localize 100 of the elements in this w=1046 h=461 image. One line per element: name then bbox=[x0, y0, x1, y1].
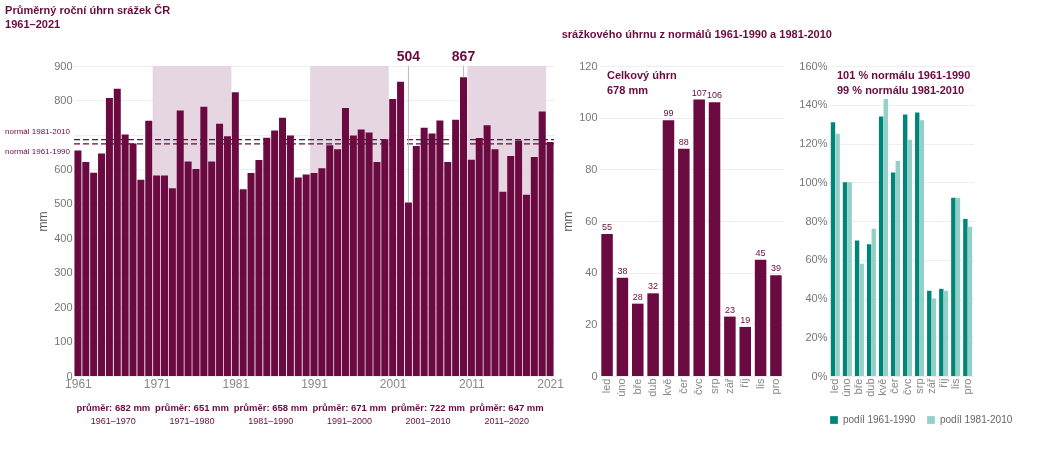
legend-label: podíl 1961-1990 bbox=[843, 414, 916, 425]
data-label: 19 bbox=[740, 314, 751, 325]
x-tick-label: říj bbox=[936, 378, 949, 388]
bar bbox=[907, 139, 913, 376]
data-label: 88 bbox=[678, 136, 689, 147]
x-tick-label: čvc bbox=[692, 378, 705, 395]
x-tick-label: 1991 bbox=[301, 376, 329, 391]
y-axis-title: mm bbox=[561, 211, 576, 232]
data-label: 28 bbox=[632, 291, 643, 302]
y-tick-label: 60 bbox=[585, 214, 598, 227]
annotation: 101 % normálu 1961-1990 bbox=[837, 69, 971, 81]
bar bbox=[871, 228, 876, 376]
x-tick-label: zář bbox=[924, 378, 937, 394]
ref-line-label: normál 1961-1990 bbox=[5, 146, 71, 156]
x-tick-label: 1971 bbox=[143, 376, 171, 391]
x-tick-label: dub bbox=[646, 378, 659, 397]
bar bbox=[854, 240, 860, 376]
bar bbox=[903, 114, 908, 376]
x-tick-label: říj bbox=[738, 378, 751, 388]
text: průměr: 671 mm bbox=[312, 402, 387, 413]
bar bbox=[895, 160, 900, 376]
y-tick-label: 80% bbox=[805, 214, 828, 227]
chart-subtitle: 1961–2021 bbox=[5, 18, 61, 30]
data-label: 55 bbox=[602, 221, 613, 232]
x-tick-label: srp bbox=[707, 378, 720, 394]
bar bbox=[927, 290, 932, 376]
y-axis-title: mm bbox=[36, 211, 51, 232]
y-tick-label: 400 bbox=[54, 231, 73, 244]
text: 1971–1980 bbox=[169, 416, 215, 426]
x-tick-label: srp bbox=[912, 378, 925, 394]
bar bbox=[754, 259, 767, 376]
text: 2011–2020 bbox=[484, 416, 529, 426]
bar bbox=[830, 122, 836, 376]
bar bbox=[939, 288, 944, 376]
y-tick-label: 60% bbox=[805, 253, 828, 266]
bar bbox=[931, 298, 937, 376]
y-tick-label: 100 bbox=[579, 111, 598, 124]
y-tick-label: 20% bbox=[805, 330, 828, 343]
legend-label: podíl 1981-2010 bbox=[940, 414, 1013, 425]
y-tick-label: 100% bbox=[799, 175, 828, 188]
bar bbox=[708, 102, 721, 376]
bar bbox=[883, 98, 888, 376]
x-tick-label: pro bbox=[960, 378, 973, 395]
data-label: 107 bbox=[691, 87, 707, 98]
ref-line-label: normál 1981-2010 bbox=[5, 126, 71, 136]
x-tick-label: 2021 bbox=[537, 376, 565, 391]
x-tick-label: dub bbox=[864, 378, 877, 397]
x-tick-label: lis bbox=[753, 378, 766, 389]
chart-title: srážkového úhrnu z normálů 1961-1990 a 1981-2010 bbox=[561, 28, 832, 40]
bar bbox=[915, 112, 920, 376]
x-tick-label: led bbox=[828, 378, 841, 394]
x-tick-label: 2001 bbox=[379, 376, 407, 391]
y-tick-label: 0 bbox=[591, 369, 598, 382]
y-tick-label: 80 bbox=[585, 162, 598, 175]
bar bbox=[878, 116, 884, 376]
x-tick-label: úno bbox=[840, 378, 853, 397]
bar bbox=[943, 290, 949, 376]
bar bbox=[647, 293, 659, 376]
bar bbox=[739, 326, 751, 376]
text: 1961–1970 bbox=[90, 416, 136, 426]
bar bbox=[967, 226, 973, 376]
y-tick-label: 140% bbox=[799, 98, 828, 111]
bar bbox=[678, 148, 690, 376]
y-tick-label: 20 bbox=[585, 317, 598, 330]
data-label: 106 bbox=[707, 90, 723, 101]
bar bbox=[963, 219, 968, 376]
bar bbox=[919, 120, 925, 376]
y-tick-label: 100 bbox=[54, 335, 73, 348]
y-tick-label: 120% bbox=[799, 137, 828, 149]
x-tick-label: zář bbox=[722, 378, 735, 394]
y-tick-label: 40% bbox=[805, 292, 828, 304]
x-tick-label: čvc bbox=[900, 378, 913, 395]
bar bbox=[890, 172, 896, 376]
annotation: Celkový úhrn bbox=[607, 69, 677, 81]
annotation: 99 % normálu 1981-2010 bbox=[837, 84, 965, 96]
x-tick-label: kvě bbox=[661, 378, 674, 396]
bar bbox=[662, 120, 675, 376]
x-tick-label: čer bbox=[888, 378, 901, 394]
bar bbox=[866, 244, 872, 376]
data-label: 99 bbox=[663, 108, 674, 119]
data-label: 39 bbox=[770, 263, 781, 274]
y-tick-label: 600 bbox=[54, 162, 73, 175]
data-label: 32 bbox=[648, 281, 659, 292]
x-tick-label: úno bbox=[615, 378, 628, 397]
text: 1991–2000 bbox=[326, 416, 372, 426]
y-tick-label: 300 bbox=[54, 266, 73, 279]
bar bbox=[770, 275, 782, 376]
y-tick-label: 900 bbox=[54, 59, 73, 72]
text: průměr: 651 mm bbox=[155, 402, 229, 413]
text: průměr: 722 mm bbox=[391, 402, 466, 413]
bar bbox=[955, 197, 961, 376]
x-tick-label: pro bbox=[768, 378, 781, 395]
x-tick-label: čer bbox=[676, 378, 689, 394]
bar bbox=[693, 99, 705, 376]
x-tick-label: 1981 bbox=[222, 376, 250, 391]
bar bbox=[616, 277, 629, 376]
text: 2001–2010 bbox=[405, 416, 451, 426]
data-label: 38 bbox=[617, 265, 628, 276]
text: 1981–1990 bbox=[248, 416, 294, 426]
text: průměr: 682 mm bbox=[76, 402, 151, 413]
